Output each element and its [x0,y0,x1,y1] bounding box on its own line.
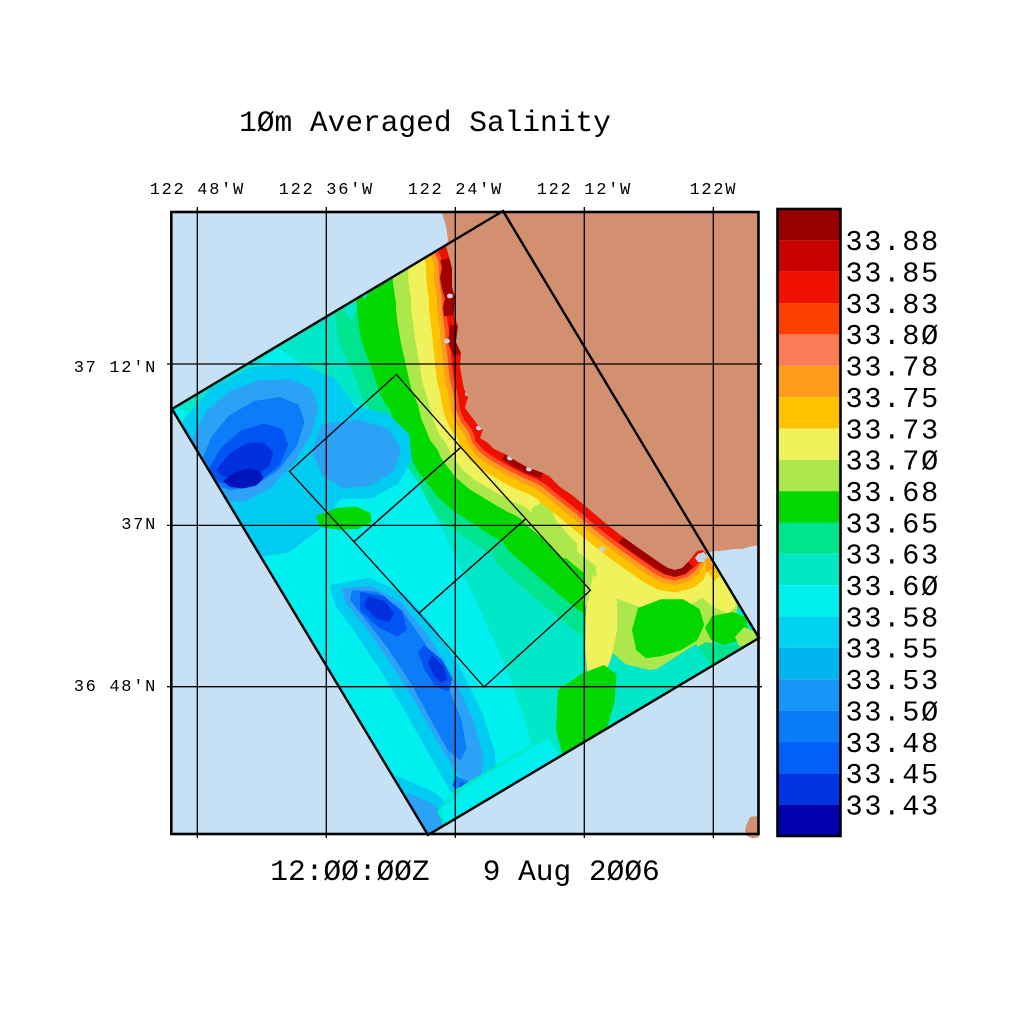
svg-text:122 12'W: 122 12'W [537,181,632,200]
svg-text:36 48'N: 36 48'N [74,678,157,697]
svg-text:33.73: 33.73 [846,414,941,447]
svg-text:33.43: 33.43 [846,791,941,824]
svg-text:122 36'W: 122 36'W [279,181,374,200]
svg-text:1Øm Averaged Salinity: 1Øm Averaged Salinity [239,106,611,140]
svg-text:33.55: 33.55 [846,634,941,667]
svg-text:37 12'N: 37 12'N [74,359,157,378]
svg-text:33.5Ø: 33.5Ø [846,696,941,729]
svg-text:33.65: 33.65 [846,508,941,541]
svg-text:33.88: 33.88 [846,226,941,259]
svg-text:33.85: 33.85 [846,258,941,291]
svg-text:12:ØØ:ØØZ 9 Aug 2ØØ6: 12:ØØ:ØØZ 9 Aug 2ØØ6 [270,855,659,889]
svg-text:122 48'W: 122 48'W [150,181,245,200]
svg-text:33.58: 33.58 [846,602,941,635]
svg-text:33.6Ø: 33.6Ø [846,571,941,604]
svg-text:33.53: 33.53 [846,665,941,698]
svg-text:33.75: 33.75 [846,383,941,416]
svg-text:33.68: 33.68 [846,477,941,510]
svg-text:33.48: 33.48 [846,728,941,761]
svg-text:33.78: 33.78 [846,352,941,385]
svg-text:33.63: 33.63 [846,540,941,573]
svg-text:33.83: 33.83 [846,289,941,322]
svg-text:33.45: 33.45 [846,759,941,792]
svg-text:122 24'W: 122 24'W [408,181,503,200]
svg-text:33.8Ø: 33.8Ø [846,320,941,353]
svg-text:33.7Ø: 33.7Ø [846,446,941,479]
svg-text:122W: 122W [689,181,737,200]
svg-text:37N: 37N [121,516,157,535]
